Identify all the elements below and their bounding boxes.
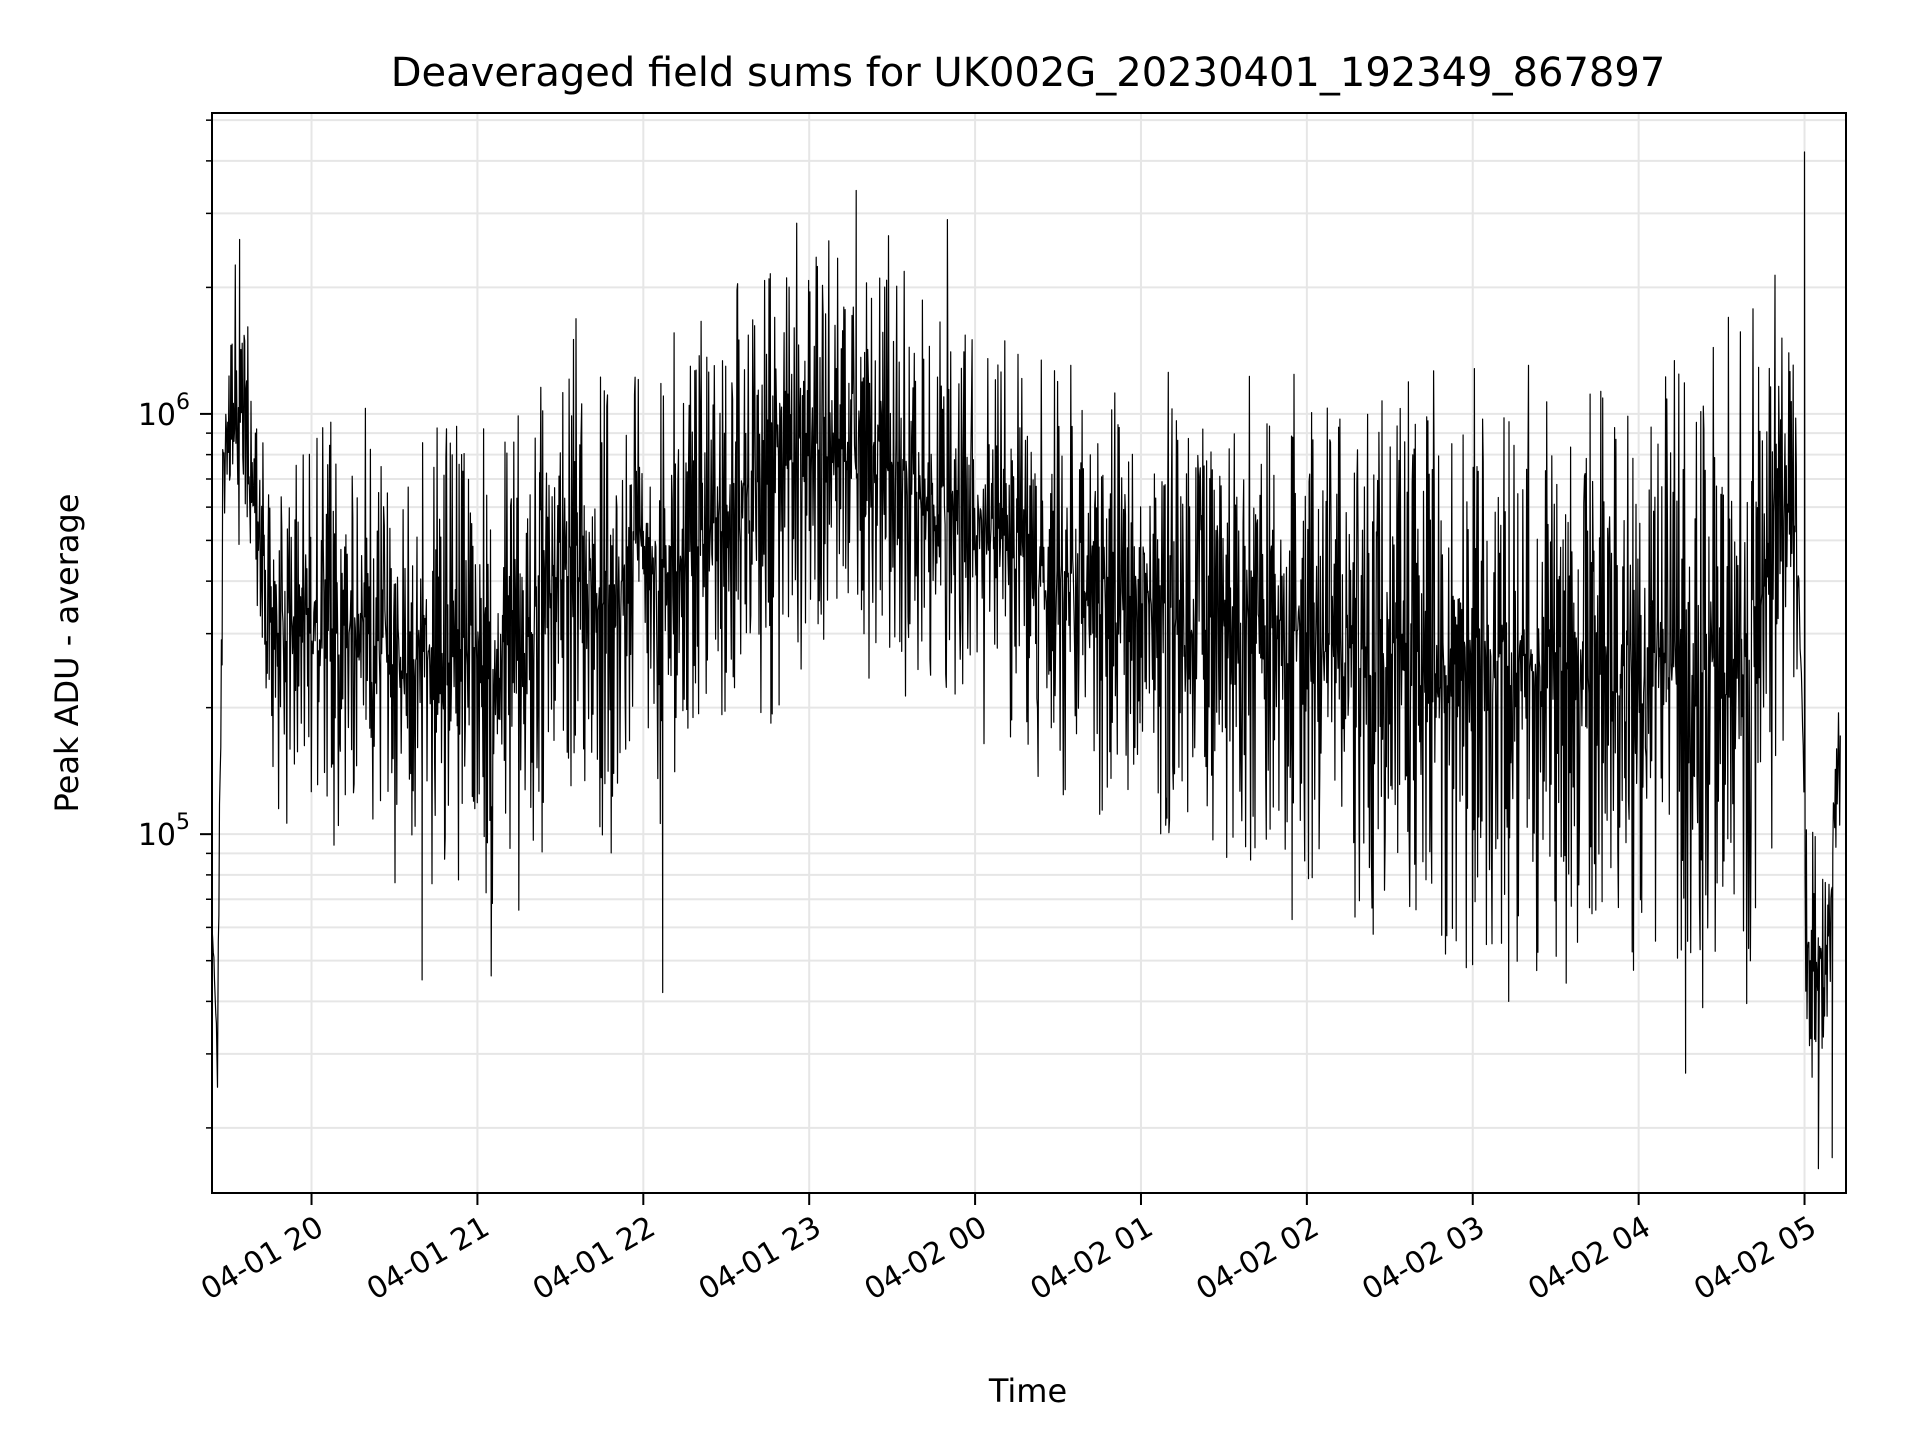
y-tick-label: 105: [138, 810, 190, 853]
chart-title: Deaveraged field sums for UK002G_2023040…: [391, 50, 1666, 96]
plot-frame: [211, 112, 1847, 1194]
y-axis-title: Peak ADU - average: [48, 494, 86, 813]
plot-area: [212, 151, 1841, 1170]
y-axis: 105 106: [138, 119, 212, 1129]
x-axis-title: Time: [988, 1372, 1067, 1410]
series-line: [212, 151, 1841, 1170]
y-tick-label: 106: [138, 390, 190, 433]
